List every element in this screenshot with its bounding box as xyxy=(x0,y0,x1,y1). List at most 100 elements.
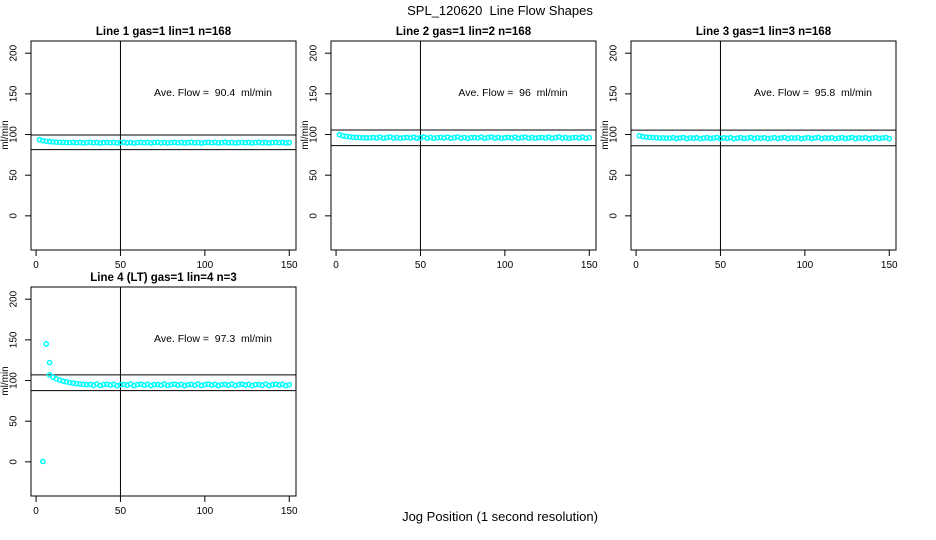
data-point xyxy=(168,381,174,388)
data-point xyxy=(225,140,232,146)
points-layer xyxy=(336,131,593,142)
y-axis-label: ml/min xyxy=(0,366,11,395)
data-point xyxy=(741,135,747,142)
x-tick-label: 50 xyxy=(115,260,127,271)
data-point xyxy=(778,135,785,141)
x-tick-label: 0 xyxy=(333,260,339,271)
x-tick-label: 50 xyxy=(415,260,427,271)
data-point xyxy=(80,381,87,388)
data-point xyxy=(117,381,124,388)
data-point xyxy=(218,381,225,388)
data-point xyxy=(80,140,87,146)
data-point xyxy=(286,381,293,388)
x-tick-label: 50 xyxy=(715,260,727,271)
ave-flow-annotation: Ave. Flow = 96 ml/min xyxy=(458,87,567,99)
data-point xyxy=(70,380,77,386)
data-point xyxy=(744,135,751,141)
data-point xyxy=(707,135,714,142)
data-point xyxy=(660,135,666,141)
y-tick-label: 150 xyxy=(609,85,620,102)
data-point xyxy=(202,381,208,388)
data-point xyxy=(181,140,188,146)
data-point xyxy=(215,140,222,146)
data-point xyxy=(468,134,474,141)
y-tick-label: 150 xyxy=(9,85,20,102)
data-point xyxy=(147,140,154,146)
data-point xyxy=(269,381,276,388)
data-point xyxy=(218,139,225,146)
data-point xyxy=(822,135,828,141)
data-point xyxy=(252,381,259,388)
ave-flow-annotation: Ave. Flow = 95.8 ml/min xyxy=(754,87,872,99)
data-point xyxy=(66,139,73,146)
data-point xyxy=(171,139,178,146)
data-point xyxy=(100,139,107,146)
subplot-line-4: Line 4 (LT) gas=1 lin=4 n=3 ml/min Ave. … xyxy=(0,272,298,517)
data-point xyxy=(879,135,886,141)
plot-box xyxy=(30,286,297,497)
y-tick-label: 0 xyxy=(9,213,20,219)
x-tick-label: 100 xyxy=(497,260,514,271)
data-point xyxy=(774,135,781,142)
data-point xyxy=(158,140,164,146)
data-point xyxy=(272,139,279,146)
data-point xyxy=(886,135,893,142)
data-point xyxy=(346,134,353,140)
data-point xyxy=(663,135,670,141)
y-tick-label: 0 xyxy=(9,459,20,465)
data-point xyxy=(134,139,141,146)
points-layer xyxy=(39,341,293,465)
y-tick-label: 200 xyxy=(609,44,620,61)
data-point xyxy=(107,139,114,146)
data-point xyxy=(249,140,255,146)
data-point xyxy=(835,135,842,141)
data-point xyxy=(710,135,717,141)
data-point xyxy=(283,140,289,146)
data-point xyxy=(73,139,80,146)
y-tick-label: 0 xyxy=(609,213,620,219)
data-point xyxy=(869,135,876,141)
data-point xyxy=(643,134,650,140)
data-point xyxy=(134,381,141,388)
data-point xyxy=(185,139,191,146)
main-title: SPL_120620 Line Flow Shapes xyxy=(407,3,593,18)
data-point xyxy=(569,134,576,141)
y-tick-label: 0 xyxy=(309,213,320,219)
data-point xyxy=(400,134,407,141)
plot-box xyxy=(30,40,297,251)
data-point xyxy=(734,135,741,141)
data-point xyxy=(208,139,215,146)
data-point xyxy=(812,135,818,141)
subplot-title: Line 3 gas=1 lin=3 n=168 xyxy=(696,26,832,38)
data-point xyxy=(168,139,174,146)
data-point xyxy=(60,139,66,146)
axes-layer: 0 50 100 150 200 0 50 100 150 xyxy=(609,40,898,271)
data-point xyxy=(677,135,683,141)
data-point xyxy=(788,135,795,141)
y-tick-label: 200 xyxy=(9,44,20,61)
data-point xyxy=(269,139,276,146)
x-tick-label: 150 xyxy=(581,260,598,271)
axes-layer: 0 50 100 150 200 0 50 100 150 xyxy=(9,286,298,517)
data-point xyxy=(535,134,542,141)
x-tick-label: 0 xyxy=(33,506,39,517)
x-tick-label: 150 xyxy=(881,260,898,271)
data-point xyxy=(876,135,882,142)
data-point xyxy=(235,139,242,146)
data-point xyxy=(191,140,198,146)
data-point xyxy=(802,135,808,141)
data-point xyxy=(46,359,53,366)
data-point xyxy=(350,134,356,141)
data-point xyxy=(205,139,212,146)
data-point xyxy=(46,138,53,145)
data-point xyxy=(164,140,171,146)
data-point xyxy=(83,381,90,388)
data-point xyxy=(259,140,266,146)
data-point xyxy=(131,140,137,146)
points-layer xyxy=(636,133,893,142)
data-point xyxy=(502,134,508,141)
data-point xyxy=(43,138,50,145)
ave-flow-annotation: Ave. Flow = 97.3 ml/min xyxy=(154,333,272,345)
data-point xyxy=(356,134,363,141)
